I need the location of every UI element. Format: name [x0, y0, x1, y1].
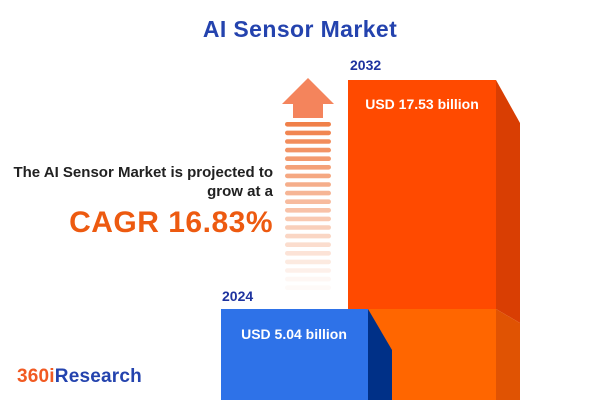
arrow-tail-stripe — [285, 208, 331, 213]
bar-2024-side — [368, 309, 392, 400]
arrow-tail-stripe — [285, 233, 331, 239]
arrow-tail-stripe — [285, 251, 331, 256]
bar-2032-side-upper — [496, 80, 520, 323]
brand-logo-360i: 360i — [17, 366, 55, 387]
arrow-tail-stripe — [285, 139, 331, 144]
bar-2032-side-lower — [496, 309, 520, 400]
arrow-tail-stripe — [285, 259, 331, 265]
bar-2032-value-label: USD 17.53 billion — [365, 96, 479, 112]
arrow-tail-stripe — [285, 276, 331, 282]
annotation-block: The AI Sensor Market is projected to gro… — [13, 164, 273, 240]
arrow-tail-stripe — [285, 130, 331, 136]
bar-2024 — [221, 309, 392, 400]
arrow-tail-stripe — [285, 242, 331, 247]
arrow-tail-stripe — [285, 285, 331, 290]
arrow-tail-stripe — [285, 122, 331, 127]
bar-2024-year-label: 2024 — [222, 288, 253, 304]
bar-2024-value-label: USD 5.04 billion — [241, 326, 347, 342]
brand-logo-research: Research — [54, 366, 142, 387]
arrow-tail-stripe — [285, 147, 331, 153]
arrow-tail-stripe — [285, 182, 331, 187]
arrow-tail-stripe — [285, 216, 331, 222]
arrow-tail-stripe — [285, 268, 331, 273]
growth-arrow-head-icon — [282, 78, 334, 118]
arrow-tail-stripe — [285, 225, 331, 230]
cagr-value: CAGR 16.83% — [69, 205, 273, 239]
brand-logo: 360iResearch — [17, 366, 142, 388]
page-title: AI Sensor Market — [202, 16, 398, 42]
annotation-line-1: The AI Sensor Market is projected to — [13, 164, 273, 181]
bar-2032-front-upper — [348, 80, 496, 309]
arrow-tail-stripe — [285, 165, 331, 170]
arrow-tail-stripes — [285, 122, 331, 290]
growth-arrow — [282, 78, 334, 290]
arrow-tail-stripe — [285, 199, 331, 204]
bar-2024-front — [221, 309, 368, 400]
arrow-tail-stripe — [285, 190, 331, 196]
arrow-tail-stripe — [285, 173, 331, 179]
bar-2032-year-label: 2032 — [350, 57, 381, 73]
arrow-tail-stripe — [285, 156, 331, 161]
annotation-line-2: grow at a — [207, 182, 273, 200]
